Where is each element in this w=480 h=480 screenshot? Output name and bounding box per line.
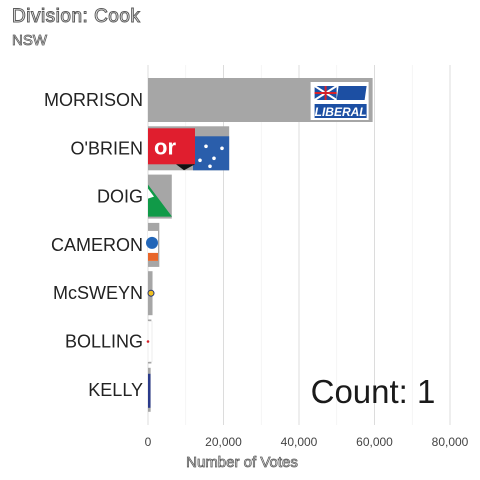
party-logo-icon	[148, 373, 151, 408]
x-axis-label: Number of Votes	[186, 454, 298, 471]
category-label: McSWEYN	[53, 283, 143, 303]
bar-group-doig	[148, 174, 172, 219]
gridlines	[147, 65, 451, 425]
party-logo-icon	[146, 230, 158, 261]
greens-logo-icon	[148, 184, 172, 217]
labor-logo-icon: or	[148, 128, 230, 171]
svg-text:LIBERAL: LIBERAL	[315, 105, 367, 119]
x-tick-label: 80,000	[432, 435, 469, 449]
bar-group-cameron	[146, 222, 160, 267]
x-axis-ticks: 0 20,000 40,000 60,000 80,000	[145, 435, 469, 449]
category-label: BOLLING	[65, 332, 143, 352]
category-label: O'BRIEN	[71, 138, 143, 158]
category-label: DOIG	[97, 187, 143, 207]
count-annotation: Count: 1	[311, 373, 436, 410]
x-tick-label: 40,000	[281, 435, 318, 449]
svg-text:or: or	[154, 134, 176, 159]
x-tick-label: 0	[145, 435, 152, 449]
bar-group-morrison: LIBERAL	[148, 78, 373, 122]
bar-group-obrien: or	[148, 126, 230, 171]
chart-title: Division: Cook	[11, 6, 141, 28]
category-label: CAMERON	[51, 235, 143, 255]
x-tick-label: 20,000	[205, 435, 242, 449]
category-label: KELLY	[88, 380, 143, 400]
x-tick-label: 60,000	[356, 435, 393, 449]
liberal-logo-icon: LIBERAL	[310, 82, 369, 120]
party-logo-icon	[147, 289, 155, 297]
category-label: MORRISON	[44, 90, 143, 110]
bars: LIBERAL or	[146, 78, 373, 412]
bar-group-mcsweyn	[147, 271, 155, 316]
bar-group-kelly	[148, 367, 151, 412]
category-labels: MORRISON O'BRIEN DOIG CAMERON McSWEYN BOLLING…	[44, 90, 143, 400]
bar-group-bolling	[146, 319, 153, 364]
chart-subtitle: NSW	[12, 32, 48, 50]
title-block: Division: Cook NSW	[11, 6, 141, 50]
